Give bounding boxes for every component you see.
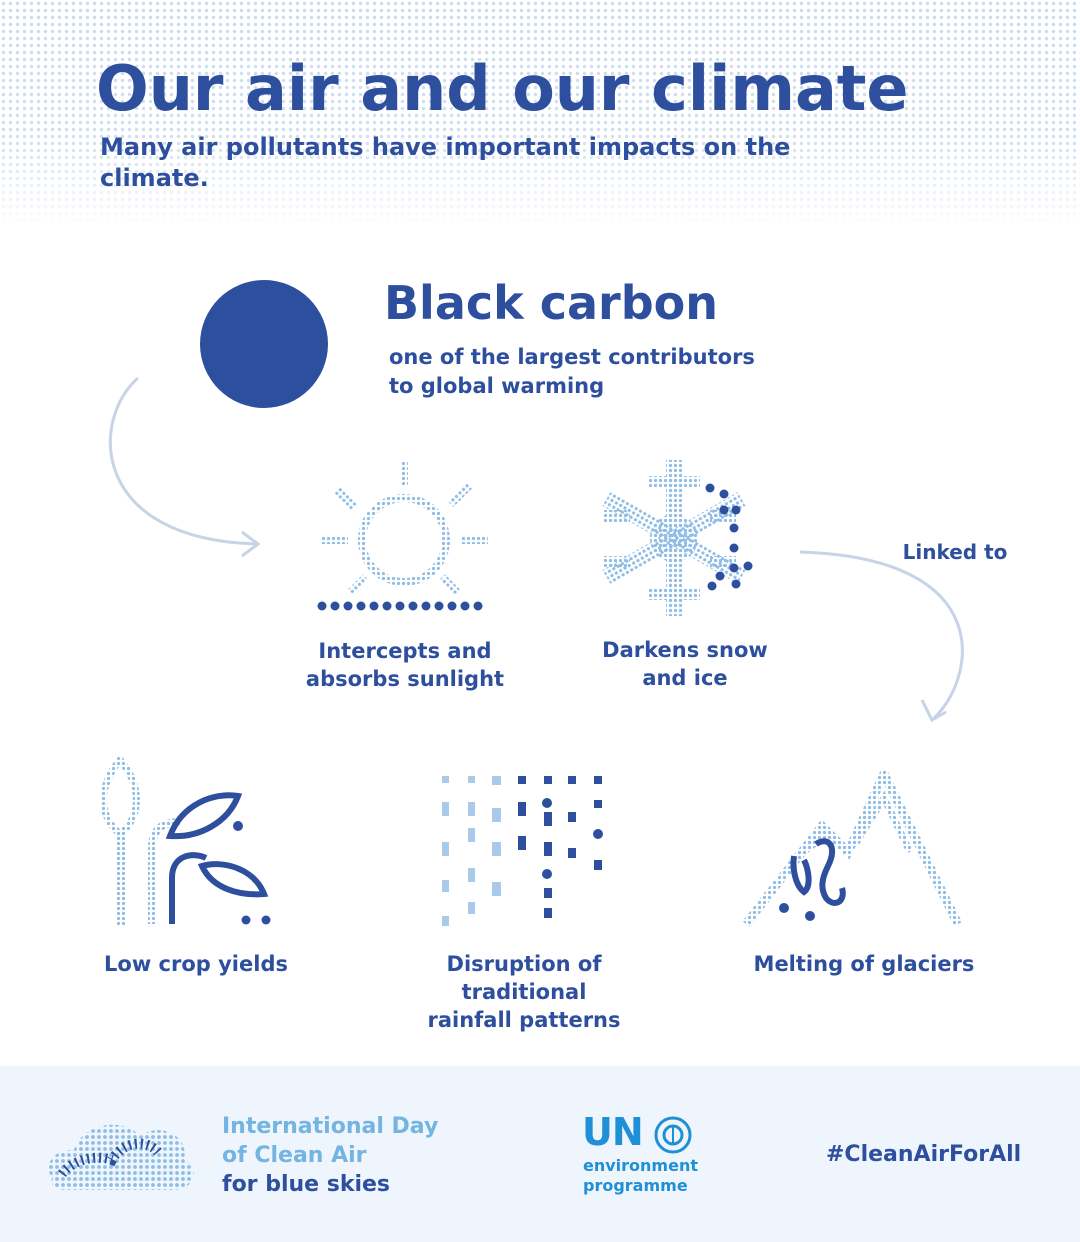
linked-to-label: Linked to (902, 540, 1008, 564)
rainfall-label-line3: rainfall patterns (427, 1008, 621, 1032)
rain-icon (442, 776, 603, 926)
arrow-to-sunlight-icon (108, 376, 259, 546)
black-carbon-description-line1: one of the largest contributors (389, 345, 755, 369)
cloud-logo-icon (48, 1124, 194, 1190)
glaciers-label: Melting of glaciers (753, 952, 975, 976)
snow-label-line2: and ice (642, 666, 728, 690)
hashtag: #CleanAirForAll (826, 1142, 1022, 1167)
arrow-to-glaciers-head (920, 699, 947, 723)
sun-icon (317, 460, 488, 611)
rainfall-label-line1: Disruption of (446, 952, 602, 976)
curved-arrows (108, 376, 964, 723)
un-subtitle: environment programme (583, 1156, 698, 1196)
snow-label: Darkens snow and ice (570, 636, 800, 692)
un-emblem-icon (654, 1116, 692, 1154)
sunlight-label-line1: Intercepts and (318, 639, 492, 663)
clean-air-day-line2: of Clean Air (222, 1143, 367, 1168)
sunlight-label-line2: absorbs sunlight (305, 667, 505, 691)
arrow-to-sunlight-head (241, 530, 261, 558)
un-subtitle-line2: programme (583, 1176, 688, 1195)
black-carbon-description: one of the largest contributors to globa… (389, 343, 809, 401)
un-letters: UN (582, 1110, 644, 1154)
black-carbon-dot-icon (200, 280, 328, 408)
clean-air-day-text: International Day of Clean Air for blue … (222, 1112, 438, 1199)
un-subtitle-line1: environment (583, 1156, 698, 1175)
page-subtitle: Many air pollutants have important impac… (100, 133, 791, 192)
header-fade (0, 0, 1080, 225)
clean-air-day-line1: International Day (222, 1114, 439, 1139)
rainfall-label: Disruption of traditional rainfall patte… (404, 950, 644, 1034)
clean-air-day-line3: for blue skies (222, 1172, 391, 1197)
snowflake-icon (602, 460, 753, 616)
page-title: Our air and our climate (96, 52, 909, 125)
rainfall-label-line2: traditional (461, 980, 587, 1004)
black-carbon-title: Black carbon (384, 276, 719, 330)
snow-label-line1: Darkens snow (602, 638, 768, 662)
black-carbon-description-line2: to global warming (389, 374, 605, 398)
arrow-to-glaciers-icon (799, 550, 964, 720)
plant-icon (100, 756, 271, 926)
crops-label: Low crop yields (104, 952, 288, 976)
sunlight-label: Intercepts and absorbs sunlight (290, 637, 520, 693)
mountain-icon (742, 770, 963, 927)
un-environment-logo: UN environment programme (582, 1112, 712, 1202)
